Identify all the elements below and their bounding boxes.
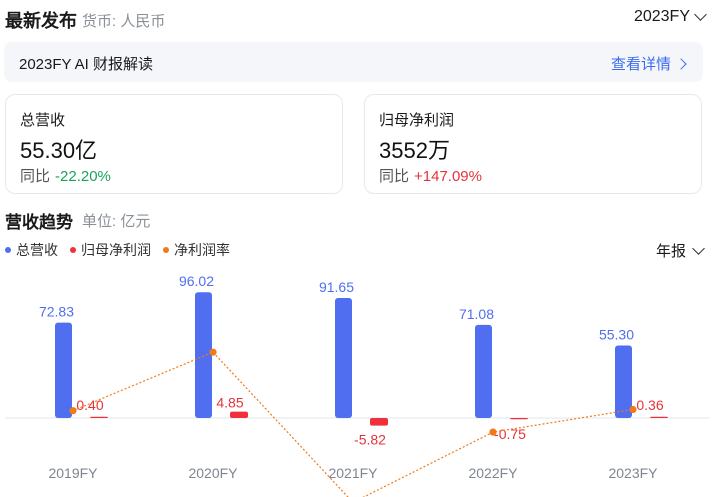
card-label: 归母净利润	[379, 112, 455, 129]
net-profit-bar	[230, 411, 248, 418]
frequency-value: 年报	[655, 243, 686, 260]
net-profit-bar	[650, 416, 668, 418]
legend-dot	[5, 247, 11, 253]
revenue-label: 71.08	[459, 306, 494, 322]
revenue-label: 55.30	[599, 327, 634, 343]
legend-label: 总营收	[16, 242, 58, 258]
net-profit-label: -5.82	[354, 432, 386, 448]
legend-dot	[163, 247, 169, 253]
margin-point	[489, 428, 497, 436]
x-axis-label: 2021FY	[328, 465, 378, 481]
margin-point	[629, 405, 637, 414]
card-label: 总营收	[20, 112, 66, 129]
net-profit-card: 归母净利润 3552万 同比 +147.09%	[364, 94, 702, 194]
revenue-label: 91.65	[319, 279, 354, 295]
net-profit-bar	[90, 416, 108, 418]
period-value: 2023FY	[633, 8, 690, 25]
period-dropdown[interactable]: 2023FY	[633, 8, 707, 26]
legend-item-net-profit[interactable]: 归母净利润	[70, 240, 151, 260]
yoy-label: 同比	[20, 168, 51, 185]
yoy-row: 同比 +147.09%	[379, 165, 482, 186]
card-value: 55.30亿	[20, 138, 98, 163]
section-title: 最新发布	[5, 11, 77, 31]
ai-summary-bar[interactable]: 2023FY AI 财报解读 查看详情	[4, 42, 703, 82]
net-profit-label: 4.85	[216, 395, 243, 411]
revenue-card: 总营收 55.30亿 同比 -22.20%	[5, 94, 343, 194]
revenue-label: 72.83	[39, 304, 74, 320]
x-axis-label: 2020FY	[188, 465, 238, 481]
x-axis-label: 2023FY	[608, 465, 658, 481]
chevron-down-icon	[694, 8, 707, 21]
legend-item-margin[interactable]: 净利润率	[163, 240, 230, 260]
trend-title: 营收趋势	[5, 213, 73, 232]
revenue-bar	[195, 292, 212, 418]
legend-item-revenue[interactable]: 总营收	[5, 240, 58, 260]
header-bar: 最新发布 货币: 人民币 2023FY	[0, 0, 717, 38]
yoy-row: 同比 -22.20%	[20, 165, 111, 186]
net-profit-bar	[370, 418, 388, 426]
margin-point	[69, 407, 77, 415]
x-axis-label: 2019FY	[48, 465, 98, 481]
revenue-label: 96.02	[179, 273, 214, 289]
legend-label: 净利润率	[174, 242, 230, 258]
chart-legend: 总营收 归母净利润 净利润率	[5, 240, 230, 260]
net-profit-label: 0.36	[636, 397, 663, 413]
margin-line	[72, 351, 634, 497]
revenue-bar	[615, 345, 632, 418]
view-details-label: 查看详情	[610, 56, 671, 73]
ai-summary-text: 2023FY AI 财报解读	[19, 56, 153, 73]
revenue-bar	[55, 322, 72, 418]
legend-label: 归母净利润	[81, 242, 151, 258]
revenue-bar	[335, 297, 352, 418]
trend-unit: 单位: 亿元	[82, 213, 151, 230]
frequency-dropdown[interactable]: 年报	[655, 240, 705, 261]
net-profit-bar	[510, 418, 528, 420]
x-axis-label: 2022FY	[468, 465, 518, 481]
legend-dot	[70, 247, 76, 253]
revenue-trend-chart: 72.830.402019FY96.024.852020FY91.65-5.82…	[5, 273, 710, 497]
yoy-change: +147.09%	[414, 168, 482, 185]
margin-point	[209, 348, 217, 356]
chevron-down-icon	[692, 241, 705, 255]
yoy-change: -22.20%	[55, 168, 111, 185]
net-profit-label: -0.75	[494, 426, 526, 442]
currency-label: 货币: 人民币	[82, 13, 166, 30]
card-value: 3552万	[379, 138, 450, 163]
yoy-label: 同比	[379, 168, 410, 185]
revenue-bar	[475, 324, 492, 418]
chevron-right-icon	[675, 57, 687, 70]
view-details-link[interactable]: 查看详情	[610, 53, 687, 74]
